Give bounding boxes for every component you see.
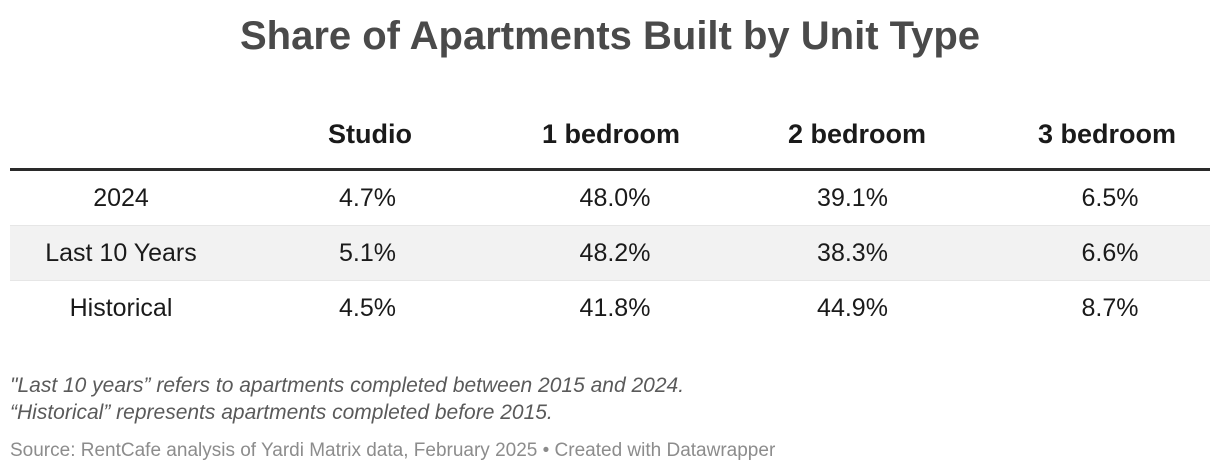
column-header-2-bedroom: 2 bedroom	[787, 119, 926, 149]
table-row-last-10-years: Last 10 Years 5.1% 48.2% 38.3% 6.6%	[10, 226, 1210, 281]
column-header-1-bedroom: 1 bedroom	[541, 119, 680, 149]
table-cell: 48.2%	[579, 239, 651, 267]
table-cell: 5.1%	[339, 239, 396, 267]
data-table: Studio 1 bedroom 2 bedroom 3 bedroom 202…	[10, 100, 1210, 335]
row-label: 2024	[93, 184, 149, 212]
table-cell: 48.0%	[579, 184, 651, 212]
chart-title: Share of Apartments Built by Unit Type	[239, 14, 981, 58]
table-cell: 8.7%	[1081, 294, 1139, 322]
row-label: Last 10 Years	[45, 239, 197, 267]
table-cell: 4.5%	[339, 294, 396, 322]
table-row-2024: 2024 4.7% 48.0% 39.1% 6.5%	[10, 171, 1210, 226]
table-cell: 38.3%	[817, 239, 888, 267]
table-cell: 44.9%	[817, 294, 888, 322]
row-label: Historical	[69, 294, 173, 322]
footnote-historical: “Historical” represents apartments compl…	[10, 401, 553, 424]
table-header-row: Studio 1 bedroom 2 bedroom 3 bedroom	[10, 100, 1210, 171]
table-row-historical: Historical 4.5% 41.8% 44.9% 8.7%	[10, 281, 1210, 335]
column-header-3-bedroom: 3 bedroom	[1037, 119, 1176, 149]
table-cell: 39.1%	[817, 184, 888, 212]
source-credit: Source: RentCafe analysis of Yardi Matri…	[10, 440, 776, 461]
footnote-last-10-years: "Last 10 years” refers to apartments com…	[10, 374, 685, 397]
column-header-studio: Studio	[328, 119, 412, 149]
table-cell: 4.7%	[339, 184, 396, 212]
table-cell: 41.8%	[579, 294, 651, 322]
table-cell: 6.6%	[1081, 239, 1139, 267]
table-cell: 6.5%	[1081, 184, 1139, 212]
